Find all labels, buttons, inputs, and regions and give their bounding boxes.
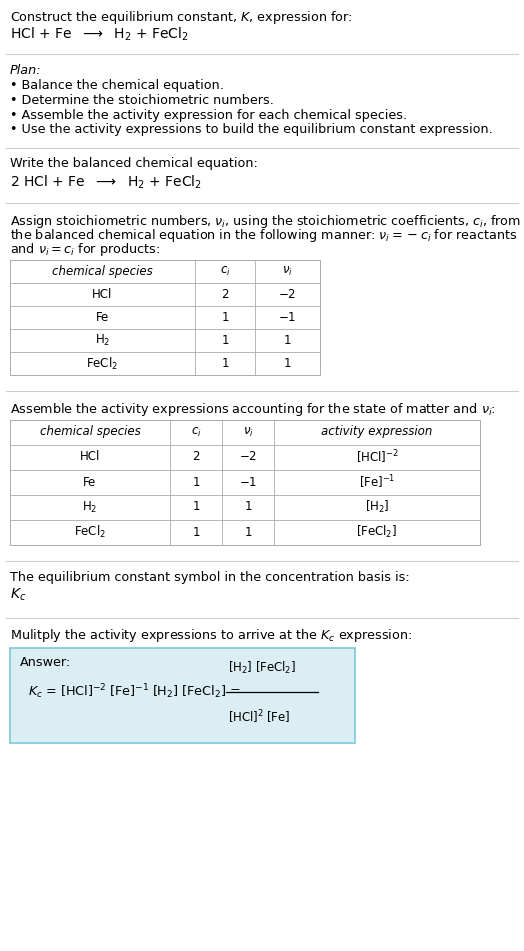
Text: $c_i$: $c_i$ <box>191 425 201 438</box>
Text: Construct the equilibrium constant, $K$, expression for:: Construct the equilibrium constant, $K$,… <box>10 9 353 26</box>
Text: • Determine the stoichiometric numbers.: • Determine the stoichiometric numbers. <box>10 94 274 107</box>
Text: • Assemble the activity expression for each chemical species.: • Assemble the activity expression for e… <box>10 108 407 122</box>
Text: 1: 1 <box>284 357 291 370</box>
Text: $-1$: $-1$ <box>278 311 297 324</box>
Text: 1: 1 <box>192 476 200 489</box>
Text: 1: 1 <box>244 526 252 538</box>
Text: chemical species: chemical species <box>52 265 153 278</box>
Text: $\nu_i$: $\nu_i$ <box>243 425 254 438</box>
Text: 1: 1 <box>192 500 200 514</box>
Text: $\nu_i$: $\nu_i$ <box>282 265 293 278</box>
Text: [H$_2$] [FeCl$_2$]: [H$_2$] [FeCl$_2$] <box>228 660 296 676</box>
Text: 1: 1 <box>221 311 229 324</box>
Text: activity expression: activity expression <box>321 425 433 438</box>
Text: 2: 2 <box>192 451 200 463</box>
Text: 1: 1 <box>244 500 252 514</box>
Text: 1: 1 <box>284 334 291 347</box>
Text: • Use the activity expressions to build the equilibrium constant expression.: • Use the activity expressions to build … <box>10 123 493 136</box>
Text: and $\nu_i = c_i$ for products:: and $\nu_i = c_i$ for products: <box>10 242 160 259</box>
Text: 2: 2 <box>221 288 229 301</box>
Text: Assign stoichiometric numbers, $\nu_i$, using the stoichiometric coefficients, $: Assign stoichiometric numbers, $\nu_i$, … <box>10 212 521 229</box>
Text: [HCl]$^2$ [Fe]: [HCl]$^2$ [Fe] <box>228 708 290 726</box>
Text: FeCl$_2$: FeCl$_2$ <box>86 356 118 372</box>
Text: [FeCl$_2$]: [FeCl$_2$] <box>356 524 398 540</box>
Text: [H$_2$]: [H$_2$] <box>365 499 389 515</box>
Text: $-2$: $-2$ <box>239 451 257 463</box>
Text: H$_2$: H$_2$ <box>82 499 97 514</box>
Text: [Fe]$^{-1}$: [Fe]$^{-1}$ <box>359 474 395 491</box>
Text: HCl: HCl <box>80 451 100 463</box>
Text: 1: 1 <box>221 334 229 347</box>
Text: Fe: Fe <box>96 311 109 324</box>
Text: Plan:: Plan: <box>10 64 41 77</box>
Text: FeCl$_2$: FeCl$_2$ <box>74 524 106 540</box>
Text: The equilibrium constant symbol in the concentration basis is:: The equilibrium constant symbol in the c… <box>10 571 410 584</box>
Text: $-1$: $-1$ <box>239 476 257 489</box>
Text: HCl + Fe  $\longrightarrow$  H$_2$ + FeCl$_2$: HCl + Fe $\longrightarrow$ H$_2$ + FeCl$… <box>10 26 189 43</box>
Text: 2 HCl + Fe  $\longrightarrow$  H$_2$ + FeCl$_2$: 2 HCl + Fe $\longrightarrow$ H$_2$ + FeC… <box>10 174 202 191</box>
Bar <box>10 648 355 743</box>
Text: Assemble the activity expressions accounting for the state of matter and $\nu_i$: Assemble the activity expressions accoun… <box>10 401 496 418</box>
Bar <box>10 260 320 375</box>
Text: • Balance the chemical equation.: • Balance the chemical equation. <box>10 80 224 92</box>
Text: Answer:: Answer: <box>20 656 71 669</box>
Text: Fe: Fe <box>83 476 96 489</box>
Text: the balanced chemical equation in the following manner: $\nu_i = -c_i$ for react: the balanced chemical equation in the fo… <box>10 227 517 244</box>
Text: Write the balanced chemical equation:: Write the balanced chemical equation: <box>10 158 258 170</box>
Text: chemical species: chemical species <box>40 425 140 438</box>
Text: HCl: HCl <box>92 288 113 301</box>
Text: 1: 1 <box>221 357 229 370</box>
Text: $K_c$: $K_c$ <box>10 587 26 603</box>
Text: 1: 1 <box>192 526 200 538</box>
Text: $-2$: $-2$ <box>278 288 297 301</box>
Text: $c_i$: $c_i$ <box>220 265 231 278</box>
Text: [HCl]$^{-2}$: [HCl]$^{-2}$ <box>356 448 398 466</box>
Bar <box>10 419 480 545</box>
Text: Mulitply the activity expressions to arrive at the $K_c$ expression:: Mulitply the activity expressions to arr… <box>10 628 412 645</box>
Text: H$_2$: H$_2$ <box>95 333 110 348</box>
Text: $K_c$ = [HCl]$^{-2}$ [Fe]$^{-1}$ [H$_2$] [FeCl$_2$] =: $K_c$ = [HCl]$^{-2}$ [Fe]$^{-1}$ [H$_2$]… <box>28 683 241 701</box>
